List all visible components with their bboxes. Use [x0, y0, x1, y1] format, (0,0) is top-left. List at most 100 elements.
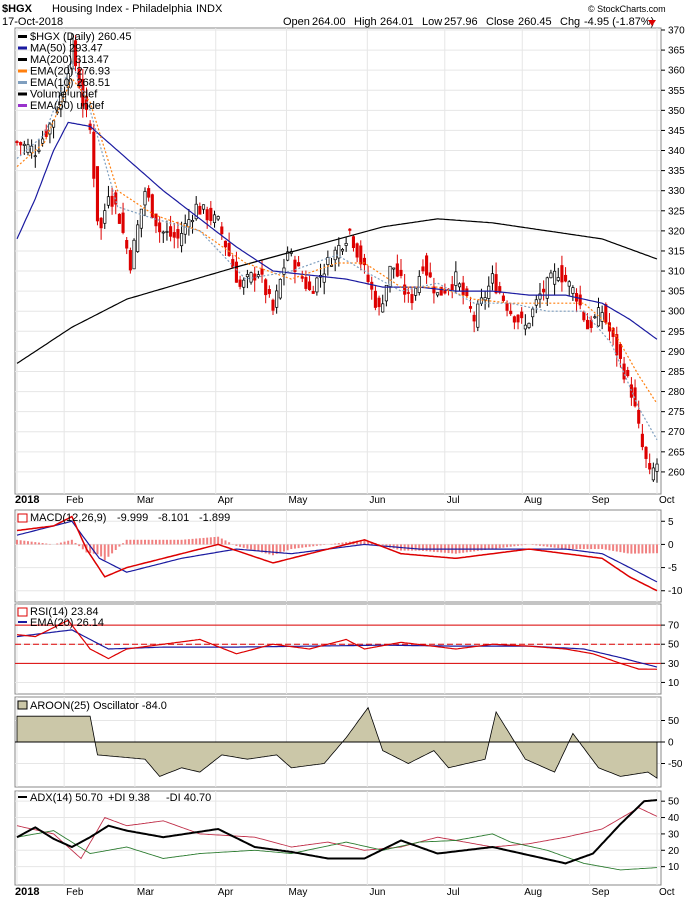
macd-histogram-bar	[304, 544, 307, 548]
macd-histogram-bar	[363, 539, 366, 545]
month-label: Mar	[137, 495, 155, 506]
macd-name: MACD(12,26,9)	[30, 512, 106, 524]
legend-swatch	[18, 46, 27, 50]
candle-body	[373, 290, 377, 308]
y-tick-label: 335	[668, 166, 685, 177]
macd-histogram-bar	[319, 544, 322, 546]
y-tick-label: 305	[668, 287, 685, 298]
candle-body	[637, 409, 641, 424]
candle-body	[604, 304, 608, 323]
candle-body	[340, 249, 345, 252]
candle-body	[15, 141, 19, 143]
macd-histogram-bar	[312, 544, 315, 547]
macd-histogram-bar	[114, 544, 117, 550]
candle-body	[417, 276, 421, 293]
macd-histogram-bar	[480, 544, 483, 551]
y-tick-label: 270	[668, 427, 685, 438]
macd-histogram-bar	[491, 544, 494, 550]
macd-histogram-bar	[619, 544, 622, 553]
candle-body	[450, 284, 454, 291]
macd-histogram-bar	[546, 544, 549, 547]
candle-body	[534, 299, 538, 306]
month-label: Sep	[592, 495, 610, 506]
month-label: Aug	[524, 887, 542, 898]
macd-histogram-bar	[553, 544, 556, 548]
candle-body	[553, 270, 557, 285]
macd-histogram-bar	[608, 544, 611, 551]
candle-body	[501, 295, 505, 301]
macd-histogram-bar	[151, 539, 154, 545]
macd-histogram-bar	[41, 543, 44, 545]
candle-body	[315, 277, 319, 293]
candle-body	[494, 274, 498, 294]
macd-histogram-bar	[224, 540, 227, 545]
legend-entry: MA(200) 313.47	[30, 54, 109, 66]
candle-body	[567, 281, 571, 287]
macd-histogram-bar	[96, 544, 99, 555]
macd-histogram-bar	[564, 544, 567, 550]
candle-body	[439, 286, 443, 296]
candle-body	[585, 319, 590, 330]
macd-histogram-bar	[341, 542, 344, 545]
macd-histogram-bar	[571, 544, 574, 550]
y-tick-label: 275	[668, 407, 685, 418]
ma200-line	[16, 218, 658, 364]
y-tick-label: 370	[668, 26, 685, 37]
candle-body	[267, 289, 271, 295]
macd-histogram-bar	[19, 540, 22, 545]
macd-histogram-bar	[195, 538, 198, 545]
candle-body	[198, 205, 202, 215]
month-label: 2018	[15, 494, 39, 506]
adx-line	[16, 799, 658, 865]
macd-histogram-bar	[206, 537, 209, 545]
y-tick-label: 260	[668, 467, 685, 478]
y-tick-label: 265	[668, 447, 685, 458]
macd-histogram-bar	[612, 544, 615, 551]
candle-body	[92, 131, 96, 179]
macd-histogram-bar	[184, 539, 187, 545]
y-tick-label: 330	[668, 186, 685, 197]
macd-histogram-bar	[557, 544, 560, 549]
y-tick-label: 50	[668, 716, 680, 727]
macd-histogram-bar	[235, 544, 238, 546]
macd-histogram-bar	[641, 544, 644, 554]
macd-histogram-bar	[465, 544, 468, 553]
candle-body	[275, 290, 279, 308]
adx-legend: ADX(14) 50.70 +DI 9.38 -DI 40.70	[18, 792, 211, 804]
macd-histogram-bar	[579, 544, 582, 550]
macd-histogram-bar	[125, 539, 128, 545]
chg-label: Chg	[560, 16, 580, 28]
month-label: Feb	[66, 887, 84, 898]
macd-histogram-bar	[136, 539, 139, 545]
candle-body	[48, 123, 52, 135]
pdi-value: +DI 9.38	[108, 792, 150, 804]
candle-body	[425, 255, 429, 276]
macd-histogram-bar	[282, 544, 285, 552]
macd-histogram-bar	[180, 539, 183, 545]
candle-body	[406, 292, 410, 294]
month-label: Jun	[369, 887, 385, 898]
candle-body	[359, 245, 363, 265]
y-tick-label: 70	[668, 621, 680, 632]
candle-body	[351, 236, 356, 248]
y-tick-label: 300	[668, 307, 685, 318]
macd-panel	[14, 509, 662, 603]
candle-body	[190, 220, 195, 223]
candle-body	[483, 297, 487, 301]
close-value: 260.45	[518, 16, 552, 28]
candle-body	[443, 290, 447, 294]
close-label: Close	[486, 16, 514, 28]
candle-body	[194, 203, 198, 220]
candle-body	[278, 278, 282, 299]
macd-histogram-bar	[593, 544, 596, 550]
macd-histogram-bar	[648, 544, 651, 554]
macd-value-1: -9.999	[117, 512, 148, 524]
macd-histogram-bar	[213, 537, 216, 545]
candle-body	[117, 213, 121, 224]
macd-value-2: -8.101	[158, 512, 189, 524]
candle-body	[399, 269, 403, 276]
high-value: 264.01	[380, 16, 414, 28]
macd-histogram-bar	[315, 544, 318, 546]
candle-body	[234, 261, 238, 283]
candle-body	[183, 223, 187, 235]
